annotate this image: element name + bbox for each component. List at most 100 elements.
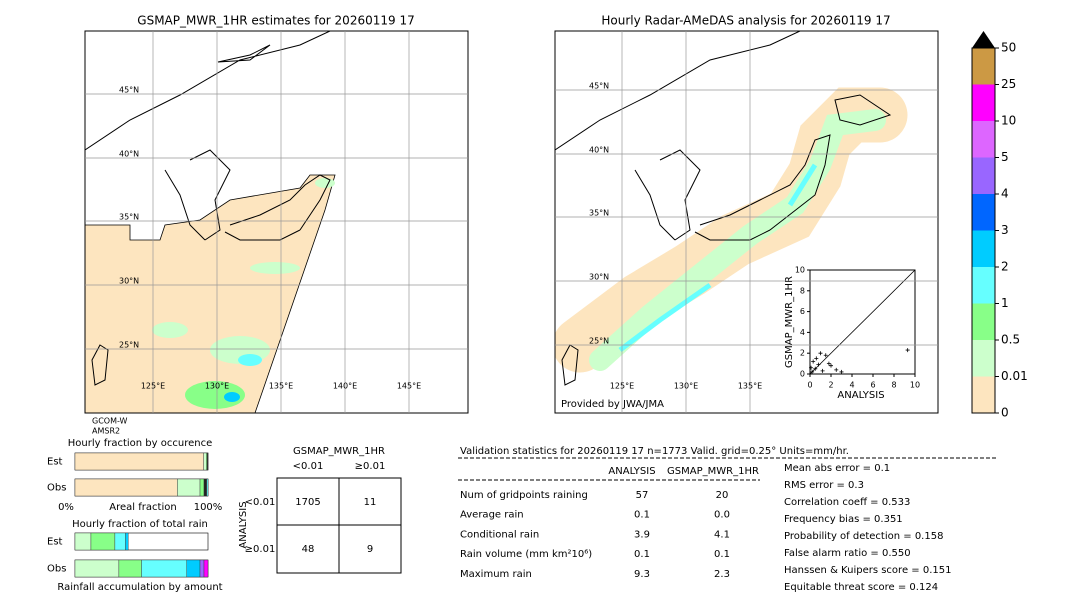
lon-label: 145°E [397,382,421,391]
ct-cell: 48 [302,544,315,555]
stat-value: 57 [636,490,649,501]
credit: Provided by JWA/JMA [561,399,664,410]
x-tick-label: 2 [828,381,833,390]
footnote: GCOM-W [92,417,128,426]
colorbar-segment [972,267,995,304]
scatter-point [813,366,818,371]
lon-label: 130°E [674,382,698,391]
colorbar-segment [972,121,995,158]
occ-axis: Areal fraction [109,502,176,513]
ct-cell: 1705 [295,497,320,508]
val-header: Validation statistics for 20260119 17 n=… [460,446,849,457]
scatter-point [818,351,823,356]
right-title: Hourly Radar-AMeDAS analysis for 2026011… [601,14,890,28]
colorbar-label: 5 [1001,150,1009,164]
left-title: GSMAP_MWR_1HR estimates for 20260119 17 [137,14,414,28]
colorbar-segment [972,84,995,121]
fraction-segment [74,452,204,471]
stat-value: 0.0 [714,510,730,521]
lat-label: 25°N [589,337,609,346]
fraction-segment [118,559,142,578]
colorbar-segment [972,376,995,413]
scatter-ylabel: GSMAP_MWR_1HR [784,276,795,368]
colorbar-label: 2 [1001,260,1009,274]
scatter-point [810,369,815,374]
colorbar-label: 0 [1001,406,1009,420]
colorbar-label: 50 [1001,41,1016,55]
lat-label: 35°N [589,209,609,218]
scatter-point [839,369,844,374]
stat-value: 0.1 [634,549,650,560]
ct-title: GSMAP_MWR_1HR [293,446,385,457]
row-label: Obs [47,483,66,494]
score: False alarm ratio = 0.550 [784,548,911,559]
stat-value: 4.1 [714,529,730,540]
stat-value: 0.1 [634,510,650,521]
lon-label: 125°E [610,382,634,391]
colorbar-segment [972,194,995,231]
stat-label: Rain volume (mm km²10⁶) [460,549,592,560]
row-label: Est [47,537,63,548]
stat-value: 20 [716,490,729,501]
y-tick-label: 4 [800,328,805,337]
colorbar-segment [972,157,995,194]
lat-label: 40°N [589,146,609,155]
fraction-segment [74,478,178,497]
fraction-segment [199,559,205,578]
scatter-point [834,367,839,372]
fraction-segment [74,532,92,551]
stat-label: Conditional rain [460,529,539,540]
lon-label: 135°E [269,382,293,391]
x-tick-label: 6 [870,381,875,390]
stat-value: 3.9 [634,529,650,540]
scatter-point [809,365,814,370]
score: Equitable threat score = 0.124 [784,582,938,593]
x-tick-label: 4 [849,381,854,390]
ct-col: <0.01 [293,461,324,472]
fraction-segment [141,559,187,578]
left-map [85,31,336,413]
stat-label: Maximum rain [460,569,532,580]
fraction-segment [207,452,209,471]
left-frame [84,30,469,414]
scatter-point [905,348,910,353]
x-tick-label: 10 [910,381,920,390]
ct-col: ≥0.01 [355,461,386,472]
scatter-point [829,363,833,368]
tot-title: Hourly fraction of total rain [72,519,208,530]
scatter-xlabel: ANALYSIS [837,390,884,401]
fraction-segment [125,532,129,551]
fraction-segment [203,478,207,497]
score: Mean abs error = 0.1 [784,463,890,474]
lon-label: 125°E [141,382,165,391]
ct-row-title: ANALYSIS [238,501,249,548]
fraction-segment [199,478,205,497]
score: RMS error = 0.3 [784,480,864,491]
val-col: ANALYSIS [608,466,655,477]
y-tick-label: 6 [800,307,805,316]
row-label: Est [47,457,63,468]
colorbar-label: 1 [1001,296,1009,310]
val-col: GSMAP_MWR_1HR [667,466,759,477]
occ-axis: 0% [58,502,74,513]
fraction-segment [203,559,209,578]
row-label: Obs [47,564,66,575]
occ-axis: 100% [194,502,223,513]
scatter-point [820,368,825,373]
fraction-segment [203,452,207,471]
lon-label: 140°E [333,382,357,391]
lat-label: 25°N [119,341,139,350]
ct-cell: 11 [364,497,377,508]
tot-xlabel: Rainfall accumulation by amount [57,582,222,593]
colorbar-extend [972,31,995,48]
lon-label: 135°E [738,382,762,391]
lat-label: 30°N [119,277,139,286]
fraction-segment [206,478,209,497]
stat-label: Num of gridpoints raining [460,490,588,501]
lat-label: 35°N [119,213,139,222]
fraction-segment [186,559,201,578]
scatter-point [811,359,816,364]
stat-value: 0.1 [714,549,730,560]
occ-title: Hourly fraction by occurence [68,438,212,449]
